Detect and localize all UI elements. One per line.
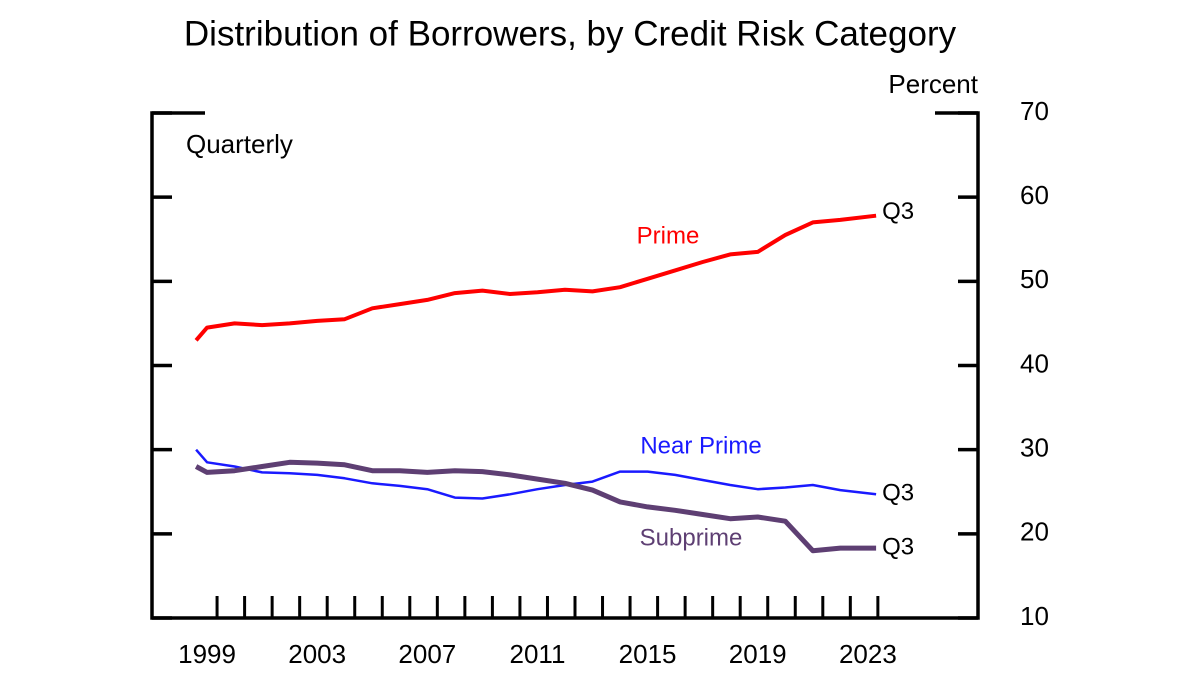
series-label: Subprime [640,524,743,551]
series-label: Near Prime [640,432,761,459]
end-label: Q3 [882,533,914,560]
series-line [195,448,877,500]
annotation: Quarterly [186,129,293,159]
y-tick-label: 50 [1020,264,1049,294]
chart-title: Distribution of Borrowers, by Credit Ris… [184,14,957,53]
y-axis-label: Percent [888,69,978,99]
x-tick-label: 2011 [510,639,566,669]
series-line [194,213,877,342]
series-label: Prime [637,222,700,249]
y-tick-label: 60 [1020,180,1049,210]
y-tick-label: 40 [1020,348,1049,378]
y-tick-label: 20 [1020,517,1049,547]
y-tick-label: 30 [1020,433,1049,463]
axes-frame [150,111,980,620]
y-tick-label: 10 [1020,601,1049,631]
end-label: Q3 [882,480,914,507]
x-tick-label: 2023 [839,639,897,669]
end-label: Q3 [882,198,914,225]
series-line [194,459,877,554]
x-tick-label: 2015 [619,639,677,669]
x-tick-label: 2019 [729,639,787,669]
frame [150,111,980,620]
x-tick-label: 2007 [398,639,456,669]
y-tick-label: 70 [1020,96,1049,126]
x-tick-label: 2003 [288,639,346,669]
x-tick-label: 1999 [178,639,236,669]
